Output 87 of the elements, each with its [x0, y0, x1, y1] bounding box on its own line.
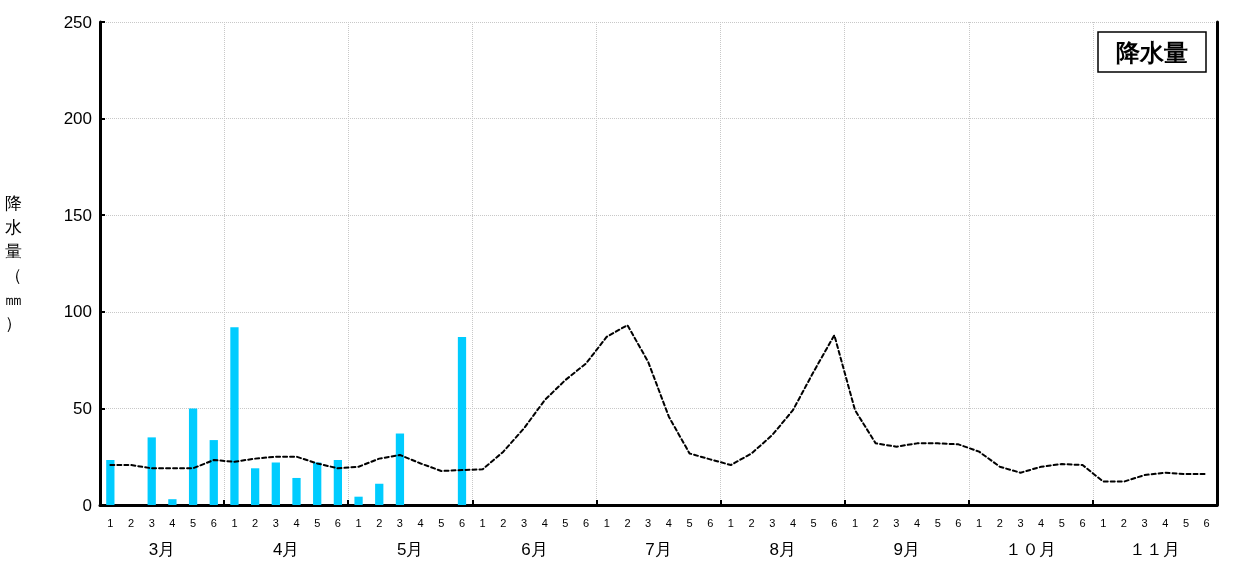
text: 6月 [521, 540, 548, 559]
x-tick-label: 4 [914, 516, 921, 529]
text: 降水量 [1116, 38, 1188, 66]
bar [395, 433, 405, 505]
x-tick-label: 1 [231, 516, 238, 529]
x-tick-label: 1 [727, 516, 734, 529]
x-tick-label: 6 [210, 516, 217, 529]
text: 5月 [397, 540, 424, 559]
x-tick-label: 3 [1017, 516, 1024, 529]
text: 3月 [148, 540, 176, 559]
bar [147, 437, 156, 505]
x-tick-label: 4 [1162, 516, 1169, 529]
x-tick-label: 4 [293, 516, 300, 529]
text: 9月 [893, 540, 920, 559]
x-tick-label: 5 [314, 516, 321, 529]
x-tick-label: 6 [831, 516, 838, 529]
x-tick-label: 5 [438, 516, 445, 529]
y-tick-label: 150 [63, 205, 92, 225]
bar [168, 499, 177, 505]
bar [230, 327, 239, 505]
x-tick-label: 2 [252, 516, 259, 529]
x-tick-label: 5 [190, 516, 197, 529]
x-tick-label: 5 [562, 516, 569, 529]
x-tick-label: 1 [355, 516, 362, 529]
y-tick-label: 200 [63, 109, 92, 129]
x-tick-label: 1 [1100, 516, 1107, 529]
bar [251, 468, 260, 505]
x-tick-label: 5 [686, 516, 693, 529]
bar [271, 462, 280, 505]
x-tick-label: 4 [1038, 516, 1045, 529]
x-tick-label: 5 [1058, 516, 1065, 529]
x-tick-label: 3 [148, 516, 155, 529]
x-tick-label: 4 [169, 516, 176, 529]
line-series [109, 324, 1208, 483]
y-tick-label: 100 [63, 302, 92, 322]
text: １０月 [1005, 540, 1057, 559]
x-tick-label: 6 [458, 516, 466, 529]
x-tick-label: 3 [272, 516, 279, 529]
text: １１月 [1129, 540, 1181, 559]
x-tick-label: 2 [624, 516, 631, 529]
x-tick-label: 6 [707, 516, 714, 529]
x-tick-label: 6 [955, 516, 962, 529]
x-tick-label: 5 [810, 516, 817, 529]
x-tick-label: 3 [520, 516, 528, 529]
y-tick-label: 50 [73, 398, 92, 418]
y-tick-label: 0 [82, 495, 92, 515]
bar [375, 483, 384, 505]
bar [209, 440, 218, 505]
y-axis-title: 降水量（㎜） [5, 194, 22, 333]
x-tick-label: 3 [645, 516, 652, 529]
bar [354, 496, 363, 505]
x-tick-label: 2 [996, 516, 1003, 529]
x-tick-label: 4 [417, 516, 424, 529]
x-tick-label: 1 [851, 516, 859, 529]
bar [313, 462, 322, 505]
x-tick-label: 1 [107, 516, 114, 529]
bar [292, 477, 301, 505]
x-tick-label: 3 [396, 516, 403, 529]
x-tick-label: 1 [479, 516, 486, 529]
x-tick-label: 4 [665, 516, 672, 529]
x-tick-label: 5 [1182, 516, 1190, 529]
text: 8月 [769, 540, 796, 559]
x-tick-label: 2 [748, 516, 755, 529]
x-tick-label: 2 [127, 516, 135, 529]
text: 4月 [272, 540, 300, 559]
x-tick-label: 6 [334, 516, 341, 529]
y-tick-label: 250 [63, 12, 92, 32]
bar [106, 459, 115, 505]
text: 7月 [645, 540, 672, 559]
bar [333, 459, 343, 505]
x-tick-label: 3 [893, 516, 900, 529]
x-tick-label: 2 [872, 516, 879, 529]
x-tick-label: 3 [769, 516, 776, 529]
x-tick-label: 1 [603, 516, 610, 529]
x-tick-label: 6 [1079, 516, 1086, 529]
x-tick-label: 1 [976, 516, 983, 529]
x-tick-label: 6 [1203, 516, 1210, 529]
x-tick-label: 3 [1141, 516, 1148, 529]
x-tick-label: 4 [789, 516, 797, 529]
x-tick-label: 2 [1120, 516, 1127, 529]
x-tick-label: 6 [583, 516, 590, 529]
x-tick-label: 2 [376, 516, 383, 529]
x-tick-label: 4 [541, 516, 548, 529]
bar [188, 408, 198, 505]
x-tick-label: 2 [500, 516, 507, 529]
bar [457, 336, 467, 505]
x-tick-label: 5 [934, 516, 941, 529]
